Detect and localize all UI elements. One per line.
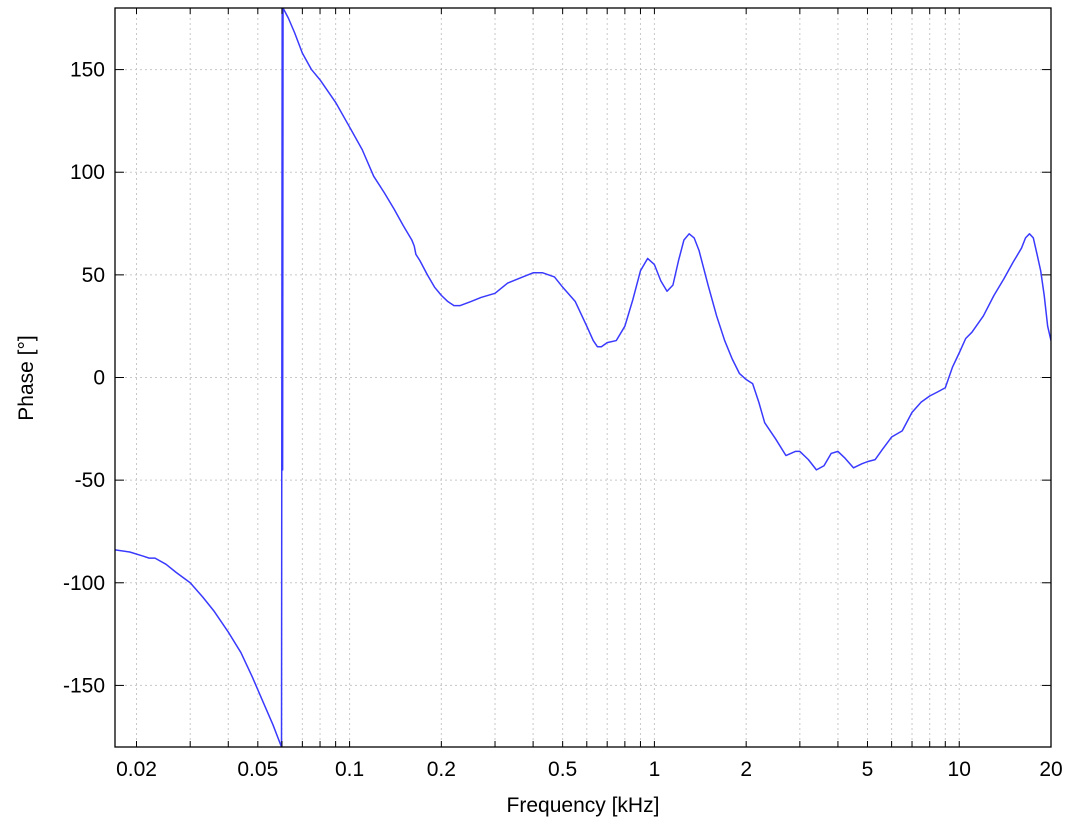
x-tick-label: 20 <box>1039 758 1062 781</box>
tick-marks <box>115 8 1052 747</box>
x-tick-label: 0.2 <box>427 758 456 781</box>
x-axis-label: Frequency [kHz] <box>507 794 660 817</box>
y-tick-label: 50 <box>82 264 105 287</box>
series-group <box>115 8 1051 747</box>
x-tick-labels: 0.02 0.05 0.1 0.2 0.5 1 2 5 10 20 <box>116 758 1063 781</box>
x-tick-label: 0.1 <box>335 758 364 781</box>
x-tick-label: 10 <box>948 758 971 781</box>
x-tick-label: 1 <box>649 758 661 781</box>
y-tick-label: -150 <box>63 674 105 697</box>
y-tick-label: -50 <box>75 469 105 492</box>
phase-series-line <box>115 8 1051 747</box>
x-tick-label: 0.02 <box>116 758 157 781</box>
y-tick-labels: 150 100 50 0 -50 -100 -150 <box>63 59 105 698</box>
y-tick-label: 100 <box>70 161 105 184</box>
x-tick-label: 0.05 <box>237 758 278 781</box>
x-tick-label: 0.5 <box>548 758 577 781</box>
plot-frame <box>114 7 1052 748</box>
y-axis-label: Phase [°] <box>15 335 38 420</box>
y-tick-label: 0 <box>93 367 105 390</box>
x-tick-label: 5 <box>862 758 874 781</box>
x-tick-label: 2 <box>740 758 752 781</box>
y-tick-label: 150 <box>70 59 105 82</box>
y-tick-label: -100 <box>63 572 105 595</box>
